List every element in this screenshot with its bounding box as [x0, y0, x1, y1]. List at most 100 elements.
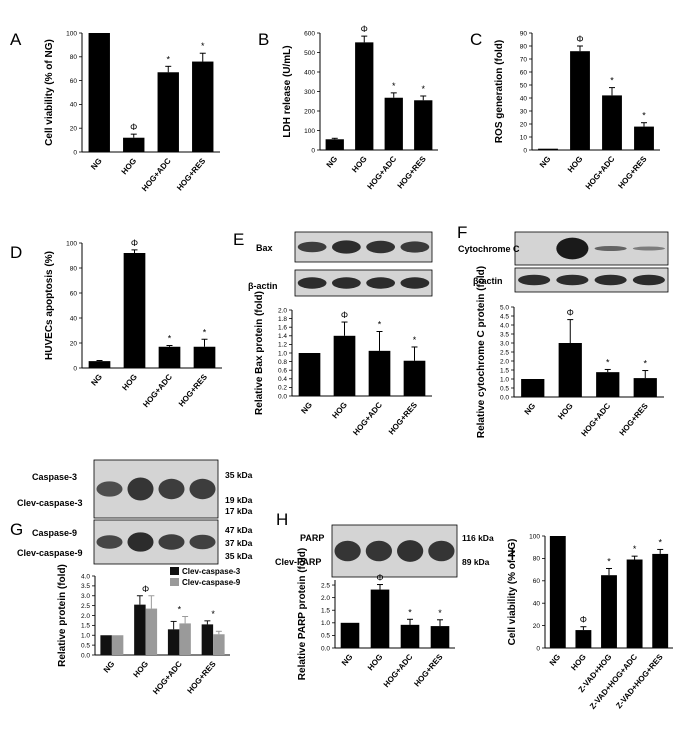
y-tick-label-b: 400 [304, 69, 315, 76]
blot-label-h: PARP [300, 533, 324, 543]
y-tick-label-c: 40 [520, 95, 528, 102]
y-tick-label-b: 200 [304, 108, 315, 115]
y-tick-label-f: 3.5 [500, 331, 509, 338]
y-tick-label-a: 20 [70, 126, 78, 133]
y-tick-label-c: 60 [520, 69, 528, 76]
panel-label-a: A [10, 30, 22, 49]
significance-mark-d: * [203, 327, 207, 337]
blot-parp-band [334, 540, 361, 562]
category-label-c: NG [538, 155, 553, 170]
bar-d [88, 361, 111, 368]
bar-d [158, 346, 181, 368]
bar-f [521, 379, 545, 397]
y-tick-label-h: 2.5 [321, 582, 330, 589]
y-tick-label-e: 0.6 [278, 368, 287, 375]
bar-g [201, 624, 214, 655]
y-tick-label-b: 500 [304, 50, 315, 57]
category-label-d: HOG [120, 373, 139, 393]
y-tick-label-c: 50 [520, 82, 528, 89]
bar-a [123, 137, 145, 152]
bar-h [430, 626, 450, 648]
category-label-i: Z-VAD+HOG+ADC [588, 652, 639, 711]
y-tick-label-f: 3.0 [500, 340, 509, 347]
significance-mark-g: * [211, 609, 215, 619]
y-tick-label-i: 20 [533, 623, 541, 630]
y-tick-label-d: 60 [70, 290, 78, 297]
y-tick-label-a: 100 [66, 30, 77, 37]
y-axis-label-g: Relative protein (fold) [57, 564, 68, 667]
bar-d [123, 253, 146, 368]
panel-label-e: E [233, 230, 244, 249]
y-tick-label-e: 0.8 [278, 359, 287, 366]
y-tick-label-c: 20 [520, 121, 528, 128]
y-tick-label-g: 4.0 [81, 573, 90, 580]
significance-mark-f: Φ [567, 308, 574, 318]
category-label-i: HOG [569, 653, 588, 673]
blot-label-g: Clev-caspase-9 [17, 548, 83, 558]
bar-d [193, 346, 216, 368]
significance-mark-e: * [413, 335, 417, 345]
bar-f [596, 372, 620, 397]
bar-a [88, 33, 110, 152]
bar-c [570, 51, 590, 151]
bar-e [333, 335, 356, 396]
panel-label-i: I [510, 545, 515, 564]
category-label-f: NG [523, 402, 538, 417]
significance-mark-a: * [166, 54, 170, 64]
bar-h [340, 622, 360, 648]
category-label-i: NG [548, 653, 563, 668]
y-tick-label-b: 0 [311, 147, 315, 154]
bar-c [538, 148, 558, 150]
bar-b [355, 42, 374, 150]
blot-bax-band [297, 241, 327, 253]
significance-mark-h: * [408, 607, 412, 617]
y-tick-label-c: 90 [520, 30, 528, 37]
significance-mark-i: * [658, 537, 662, 547]
y-tick-label-b: 600 [304, 30, 315, 37]
y-axis-label-i: Cell viability (% of NG) [507, 539, 518, 646]
y-axis-label-h: Relative PARP protein (fold) [297, 548, 308, 680]
significance-mark-b: Φ [361, 24, 368, 34]
kda-label-g: 37 kDa [225, 538, 253, 548]
panel-label-f: F [457, 223, 467, 242]
bar-e [368, 350, 391, 396]
panel-label-d: D [10, 243, 22, 262]
blot-caspase-9-band [189, 534, 216, 550]
category-label-b: HOG+ADC [366, 154, 399, 191]
bar-h [370, 589, 390, 648]
bar-g [179, 623, 191, 655]
y-tick-label-f: 4.0 [500, 322, 509, 329]
y-tick-label-f: 0.0 [500, 394, 509, 401]
blot-caspase-3-band [158, 478, 185, 500]
bar-g [167, 629, 180, 655]
panel-b: B 0 100 200 300 400 500 600 LDH release (U/mL) NG… [258, 24, 438, 191]
panel-label-b: B [258, 30, 269, 49]
blot-cytochrome-c [514, 231, 669, 266]
legend-label-g: Clev-caspase-9 [182, 578, 241, 587]
y-tick-label-g: 3.0 [81, 593, 90, 600]
category-label-h: HOG+RES [412, 652, 445, 688]
y-tick-label-b: 300 [304, 89, 315, 96]
kda-label-h: 116 kDa [462, 533, 494, 543]
significance-mark-i: Φ [580, 615, 587, 625]
blot-label-f: Cytochrome C [458, 244, 520, 254]
bar-a [192, 61, 214, 153]
blot-parp-band [397, 540, 424, 562]
bar-i [575, 630, 592, 648]
y-tick-label-c: 30 [520, 108, 528, 115]
panel-i: I 0 20 40 60 80 100 Cell viability (% of NG) NG Φ… [507, 533, 673, 711]
y-tick-label-d: 0 [73, 365, 77, 372]
y-tick-label-d: 100 [66, 240, 77, 247]
category-label-e: HOG+ADC [351, 400, 384, 437]
bar-c [602, 95, 622, 150]
category-label-a: HOG+ADC [140, 156, 173, 193]
category-label-b: HOG+RES [396, 154, 429, 190]
y-axis-label-a: Cell viability (% of NG) [44, 39, 55, 146]
y-tick-label-g: 0.0 [81, 652, 90, 659]
significance-mark-i: * [607, 556, 611, 566]
y-tick-label-g: 1.0 [81, 633, 90, 640]
bar-g [145, 608, 158, 655]
panel-a: A 0 20 40 60 80 100 Cell viability (% of NG) NG Φ… [10, 30, 220, 193]
bar-f [633, 378, 657, 397]
